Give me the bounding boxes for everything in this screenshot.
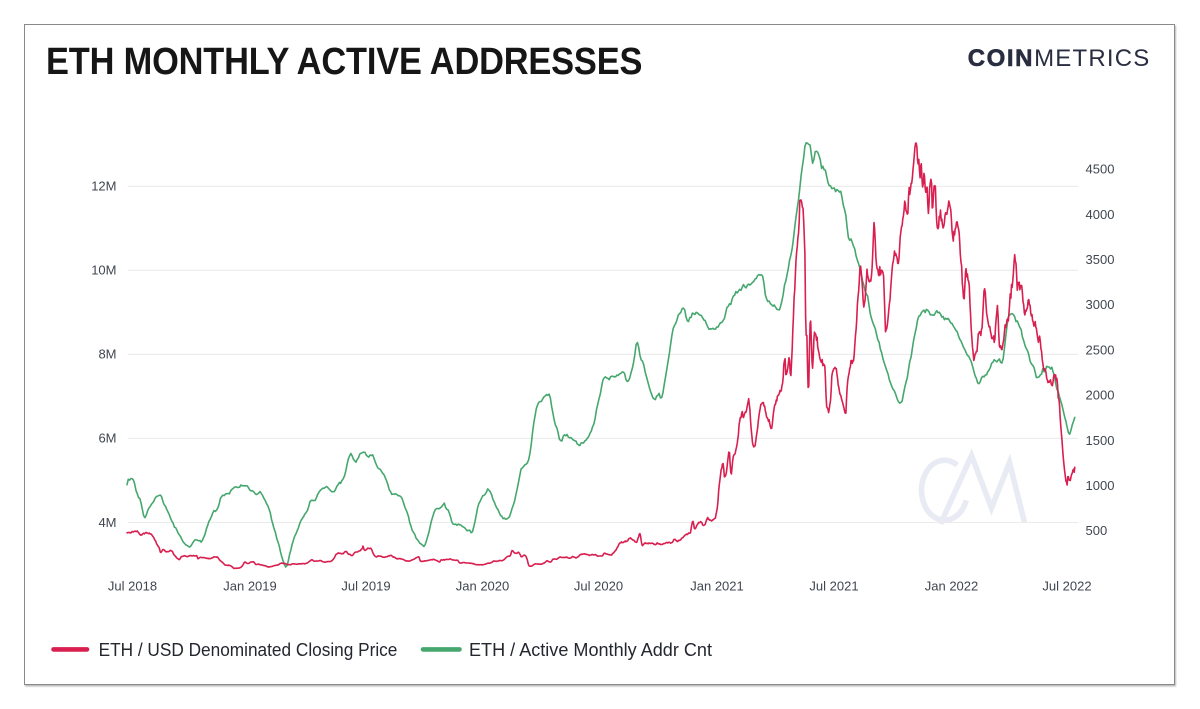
svg-text:Jul 2022: Jul 2022	[1042, 579, 1091, 594]
svg-text:Jul 2020: Jul 2020	[574, 579, 623, 594]
svg-text:Jul 2021: Jul 2021	[809, 579, 858, 594]
svg-text:4500: 4500	[1086, 162, 1115, 177]
svg-text:3000: 3000	[1086, 297, 1115, 312]
svg-text:4M: 4M	[98, 515, 116, 530]
svg-text:2500: 2500	[1086, 342, 1115, 357]
svg-text:Jan 2022: Jan 2022	[925, 579, 979, 594]
svg-text:1000: 1000	[1086, 478, 1115, 493]
svg-text:Jan 2021: Jan 2021	[690, 579, 744, 594]
svg-text:12M: 12M	[91, 179, 116, 194]
svg-text:ETH / USD Denominated Closing: ETH / USD Denominated Closing Price	[99, 639, 398, 660]
svg-text:2000: 2000	[1086, 388, 1115, 403]
svg-text:3500: 3500	[1086, 252, 1115, 267]
svg-text:ETH / Active Monthly Addr Cnt: ETH / Active Monthly Addr Cnt	[469, 639, 713, 660]
svg-text:500: 500	[1086, 523, 1108, 538]
svg-text:Jan 2020: Jan 2020	[456, 579, 510, 594]
svg-text:4000: 4000	[1086, 207, 1115, 222]
svg-text:Jan 2019: Jan 2019	[223, 579, 277, 594]
svg-text:8M: 8M	[98, 347, 116, 362]
svg-text:10M: 10M	[91, 263, 116, 278]
svg-text:1500: 1500	[1086, 433, 1115, 448]
svg-text:Jul 2019: Jul 2019	[341, 579, 390, 594]
svg-text:6M: 6M	[98, 431, 116, 446]
svg-text:Jul 2018: Jul 2018	[108, 579, 157, 594]
